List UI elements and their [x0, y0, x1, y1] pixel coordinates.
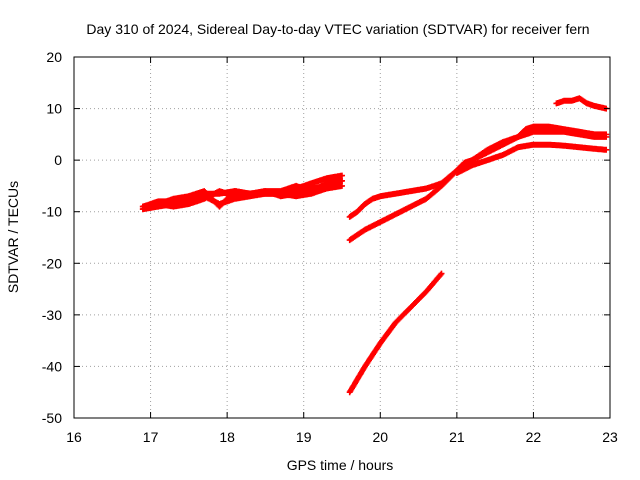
x-tick-label: 17 — [143, 429, 159, 445]
y-tick-label: -50 — [42, 410, 62, 426]
x-tick-label: 19 — [296, 429, 312, 445]
x-tick-label: 16 — [66, 429, 82, 445]
y-tick-label: 0 — [54, 152, 62, 168]
series-markers — [453, 141, 610, 176]
series-markers — [139, 177, 345, 210]
y-tick-label: -20 — [42, 255, 62, 271]
x-axis-label: GPS time / hours — [287, 457, 394, 473]
y-axis-label: SDTVAR / TECUs — [5, 181, 21, 293]
series-markers — [553, 95, 610, 112]
plot-frame — [73, 56, 611, 419]
x-tick-label: 23 — [602, 429, 618, 445]
y-axis-ticks: -50 -40 -30 -20 -10 0 10 20 — [42, 49, 610, 426]
series-markers — [346, 123, 610, 220]
x-tick-label: 21 — [449, 429, 465, 445]
x-tick-label: 22 — [526, 429, 542, 445]
chart-title: Day 310 of 2024, Sidereal Day-to-day VTE… — [86, 21, 589, 37]
x-tick-label: 20 — [372, 429, 388, 445]
series-track-g — [453, 141, 610, 176]
x-axis-ticks: 16 17 18 19 20 21 22 23 — [66, 57, 618, 445]
grid-lines — [74, 57, 610, 418]
series-track-h — [346, 270, 445, 396]
y-tick-label: 10 — [46, 101, 62, 117]
y-tick-label: -30 — [42, 307, 62, 323]
y-tick-label: 20 — [46, 49, 62, 65]
y-tick-label: -40 — [42, 358, 62, 374]
series-markers — [346, 270, 445, 396]
x-tick-label: 18 — [219, 429, 235, 445]
series-track-d — [139, 177, 345, 210]
data-series — [139, 95, 610, 396]
series-track-i — [553, 95, 610, 112]
y-tick-label: -10 — [42, 204, 62, 220]
series-track-e — [346, 123, 610, 220]
